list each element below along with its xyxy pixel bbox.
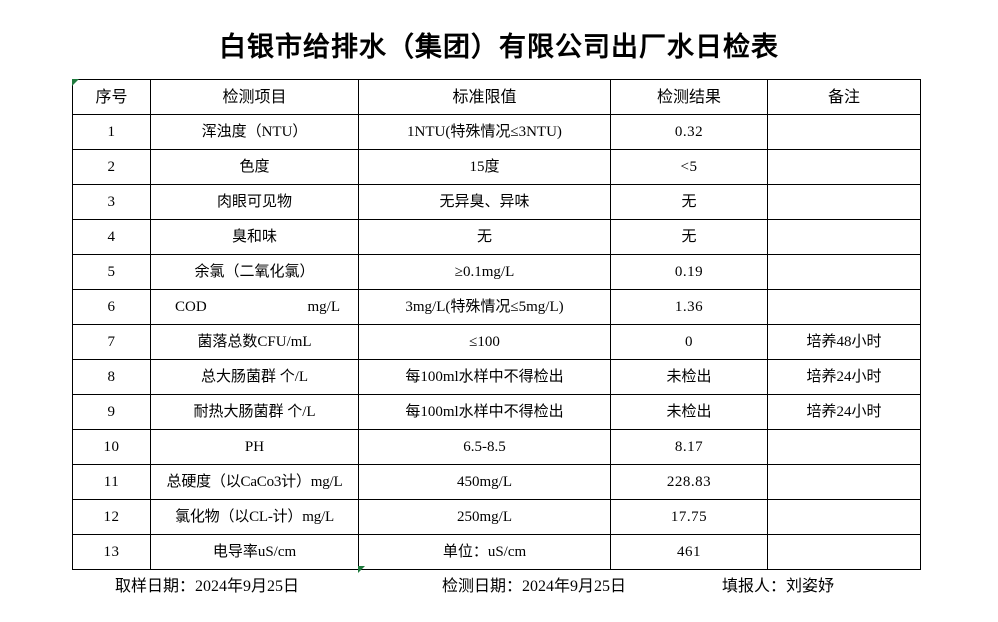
cell-no: 2 xyxy=(72,149,151,185)
cell-item: 氯化物（以CL-计）mg/L xyxy=(150,499,359,535)
cell-item: 余氯（二氧化氯） xyxy=(150,254,359,290)
cell-standard: 450mg/L xyxy=(358,464,611,500)
cell-result: 0 xyxy=(610,324,768,360)
cell-remark xyxy=(767,464,921,500)
cell-standard: 无 xyxy=(358,219,611,255)
cell-item: 臭和味 xyxy=(150,219,359,255)
cell-remark xyxy=(767,429,921,465)
column-header-standard: 标准限值 xyxy=(358,79,611,115)
cell-result: <5 xyxy=(610,149,768,185)
table-row: 9 耐热大肠菌群 个/L 每100ml水样中不得检出 未检出 培养24小时 xyxy=(72,394,921,430)
cell-item: 耐热大肠菌群 个/L xyxy=(150,394,359,430)
cell-item: 色度 xyxy=(150,149,359,185)
cell-result: 未检出 xyxy=(610,394,768,430)
column-header-result: 检测结果 xyxy=(610,79,768,115)
cell-standard: ≤100 xyxy=(358,324,611,360)
report-footer: 取样日期：2024年9月25日 检测日期：2024年9月25日 填报人：刘姿妤 xyxy=(72,572,952,602)
cell-no: 6 xyxy=(72,289,151,325)
column-header-item: 检测项目 xyxy=(150,79,359,115)
cell-item: 菌落总数CFU/mL xyxy=(150,324,359,360)
cell-standard: 每100ml水样中不得检出 xyxy=(358,359,611,395)
cell-no: 11 xyxy=(72,464,151,500)
cell-remark xyxy=(767,149,921,185)
cell-item-unit: mg/L xyxy=(307,298,341,315)
cell-remark xyxy=(767,254,921,290)
cell-standard: 单位：uS/cm xyxy=(358,534,611,570)
table-header: 序号 检测项目 标准限值 检测结果 备注 xyxy=(72,79,921,115)
cell-no: 3 xyxy=(72,184,151,220)
cell-remark xyxy=(767,184,921,220)
cell-no: 5 xyxy=(72,254,151,290)
table-row: 3 肉眼可见物 无异臭、异味无 xyxy=(72,184,921,220)
cell-remark: 培养48小时 xyxy=(767,324,921,360)
table-row: 12 氯化物（以CL-计）mg/L 250mg/L 17.75 xyxy=(72,499,921,535)
comment-marker-icon xyxy=(72,79,79,86)
cell-item: 肉眼可见物 xyxy=(150,184,359,220)
cell-item: COD mg/L xyxy=(150,289,359,325)
sampling-date: 取样日期：2024年9月25日 xyxy=(115,578,300,595)
table-row: 1 浑浊度（NTU） 1NTU(特殊情况≤3NTU) 0.32 xyxy=(72,114,921,150)
cell-result: 无 xyxy=(610,184,768,220)
table-row: 11 总硬度（以CaCo3计）mg/L 450mg/L 228.83 xyxy=(72,464,921,500)
testing-date: 检测日期：2024年9月25日 xyxy=(442,578,627,595)
table-body: 1 浑浊度（NTU） 1NTU(特殊情况≤3NTU) 0.32 2 色度 15度 <5 3 肉眼可… xyxy=(72,114,921,570)
cell-no: 1 xyxy=(72,114,151,150)
cell-remark xyxy=(767,534,921,570)
cell-no: 13 xyxy=(72,534,151,570)
cell-remark: 培养24小时 xyxy=(767,359,921,395)
table-row: 6 COD mg/L 3mg/L(特殊情况≤5mg/L) 1.36 xyxy=(72,289,921,325)
cell-item-name: COD xyxy=(175,298,207,315)
table-row: 4 臭和味无无 xyxy=(72,219,921,255)
cell-standard: 6.5-8.5 xyxy=(358,429,611,465)
cell-standard: 250mg/L xyxy=(358,499,611,535)
cell-remark xyxy=(767,219,921,255)
table-row: 2 色度 15度 <5 xyxy=(72,149,921,185)
column-header-no: 序号 xyxy=(72,79,151,115)
cell-result: 8.17 xyxy=(610,429,768,465)
table-header-row: 序号 检测项目 标准限值 检测结果 备注 xyxy=(72,79,921,115)
cell-remark xyxy=(767,114,921,150)
water-quality-table: 序号 检测项目 标准限值 检测结果 备注 1 浑浊度（NTU） 1NTU(特殊情况≤… xyxy=(72,79,921,570)
cell-result: 1.36 xyxy=(610,289,768,325)
cell-result: 无 xyxy=(610,219,768,255)
cell-result: 未检出 xyxy=(610,359,768,395)
cell-standard: 3mg/L(特殊情况≤5mg/L) xyxy=(358,289,611,325)
cell-no: 10 xyxy=(72,429,151,465)
cell-standard: 15度 xyxy=(358,149,611,185)
cell-remark xyxy=(767,499,921,535)
table-row: 8 总大肠菌群 个/L 每100ml水样中不得检出 未检出 培养24小时 xyxy=(72,359,921,395)
comment-marker-icon xyxy=(358,566,365,573)
reporter-name: 填报人：刘姿妤 xyxy=(722,578,835,595)
cell-result: 0.32 xyxy=(610,114,768,150)
cell-standard: ≥0.1mg/L xyxy=(358,254,611,290)
cell-no: 9 xyxy=(72,394,151,430)
water-quality-table-container: 序号 检测项目 标准限值 检测结果 备注 1 浑浊度（NTU） 1NTU(特殊情况≤… xyxy=(72,79,921,570)
table-row: 5 余氯（二氧化氯） ≥0.1mg/L 0.19 xyxy=(72,254,921,290)
cell-item: 总大肠菌群 个/L xyxy=(150,359,359,395)
cell-standard: 无异臭、异味 xyxy=(358,184,611,220)
cell-result: 17.75 xyxy=(610,499,768,535)
cell-standard: 1NTU(特殊情况≤3NTU) xyxy=(358,114,611,150)
page-title: 白银市给排水（集团）有限公司出厂水日检表 xyxy=(219,32,779,62)
cell-no: 4 xyxy=(72,219,151,255)
cell-standard: 每100ml水样中不得检出 xyxy=(358,394,611,430)
table-row: 7 菌落总数CFU/mL ≤100 0 培养48小时 xyxy=(72,324,921,360)
column-header-remark: 备注 xyxy=(767,79,921,115)
cell-remark xyxy=(767,289,921,325)
cell-item: 浑浊度（NTU） xyxy=(150,114,359,150)
cell-remark: 培养24小时 xyxy=(767,394,921,430)
cell-result: 228.83 xyxy=(610,464,768,500)
cell-result: 461 xyxy=(610,534,768,570)
cell-item: PH xyxy=(150,429,359,465)
table-row: 10 PH 6.5-8.5 8.17 xyxy=(72,429,921,465)
table-row: 13 电导率uS/cm 单位：uS/cm 461 xyxy=(72,534,921,570)
cell-result: 0.19 xyxy=(610,254,768,290)
cell-item: 总硬度（以CaCo3计）mg/L xyxy=(150,464,359,500)
cell-item: 电导率uS/cm xyxy=(150,534,359,570)
cell-no: 7 xyxy=(72,324,151,360)
cell-no: 8 xyxy=(72,359,151,395)
cell-no: 12 xyxy=(72,499,151,535)
